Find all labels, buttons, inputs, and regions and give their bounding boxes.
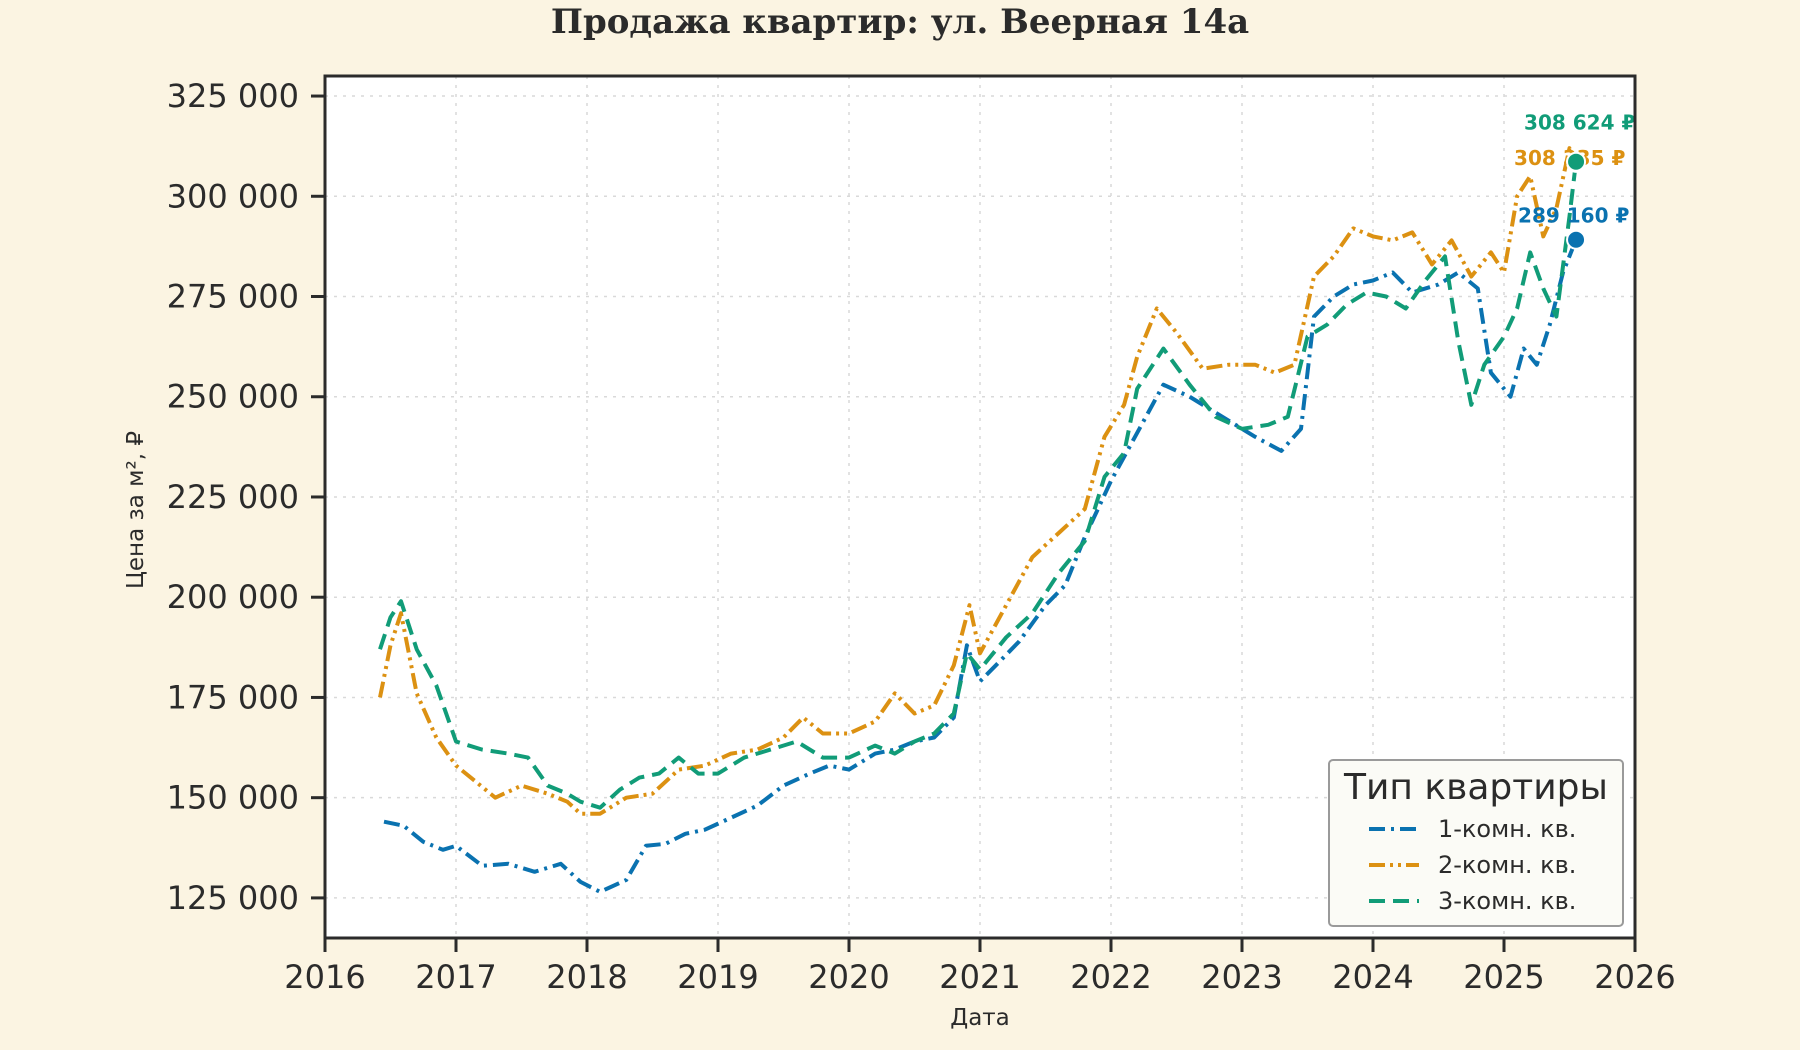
y-tick-label: 275 000 — [167, 278, 299, 316]
end-value-label-1: 289 160 ₽ — [1518, 204, 1629, 228]
y-tick-label: 250 000 — [167, 378, 299, 416]
series-line-2 — [378, 146, 1578, 816]
x-tick-label: 2016 — [284, 958, 365, 996]
x-axis: 2016 2017 2018 2019 2020 2021 2022 2023 2024 2025… — [284, 938, 1676, 996]
x-tick-label: 2024 — [1332, 958, 1413, 996]
x-tick-label: 2025 — [1463, 958, 1544, 996]
y-tick-label: 150 000 — [167, 779, 299, 817]
x-tick-label: 2021 — [939, 958, 1020, 996]
x-tick-label: 2017 — [415, 958, 496, 996]
legend: Тип квартиры 1-комн. кв. 2-комн. кв. 3-ком… — [1328, 759, 1624, 927]
legend-label-2: 2-комн. кв. — [1438, 851, 1576, 879]
y-axis: 125 000 150 000 175 000 200 000 225 000 250 0… — [167, 77, 325, 917]
x-tick-label: 2020 — [808, 958, 889, 996]
x-tick-label: 2026 — [1594, 958, 1675, 996]
end-point-3 — [1566, 151, 1587, 172]
y-tick-label: 200 000 — [167, 578, 299, 616]
x-tick-label: 2018 — [546, 958, 627, 996]
end-point-1 — [1566, 229, 1587, 250]
x-tick-label: 2023 — [1201, 958, 1282, 996]
y-tick-label: 125 000 — [167, 879, 299, 917]
y-axis-label: Цена за м², ₽ — [123, 431, 149, 589]
chart-title: Продажа квартир: ул. Веерная 14а — [551, 2, 1249, 42]
x-axis-label: Дата — [950, 1005, 1010, 1031]
legend-title: Тип квартиры — [1343, 767, 1608, 808]
y-tick-label: 325 000 — [167, 77, 299, 115]
x-tick-label: 2022 — [1070, 958, 1151, 996]
y-tick-label: 175 000 — [167, 678, 299, 716]
y-tick-label: 225 000 — [167, 478, 299, 516]
legend-box — [1328, 759, 1624, 927]
series-line-3 — [378, 161, 1578, 810]
x-tick-label: 2019 — [677, 958, 758, 996]
legend-label-1: 1-комн. кв. — [1438, 815, 1576, 843]
series-layer — [378, 146, 1578, 894]
end-value-label-3: 308 624 ₽ — [1524, 111, 1635, 135]
y-tick-label: 300 000 — [167, 177, 299, 215]
legend-label-3: 3-комн. кв. — [1438, 887, 1576, 915]
end-markers: 289 160 ₽308 335 ₽308 624 ₽ — [1514, 111, 1635, 250]
